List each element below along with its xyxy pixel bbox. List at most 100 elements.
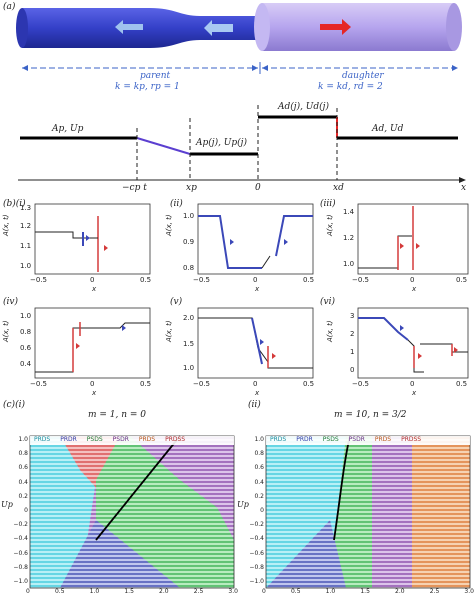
parent-vessel-end bbox=[16, 8, 28, 48]
tick: 3 bbox=[350, 312, 355, 320]
tick: 0.8 bbox=[18, 450, 28, 458]
tick: 0.5 bbox=[303, 380, 315, 388]
tick: 0 bbox=[260, 507, 264, 515]
tick: 0.4 bbox=[20, 360, 32, 368]
tick: 0.6 bbox=[254, 464, 264, 472]
tick: 0.6 bbox=[18, 464, 28, 472]
tick: 1.2 bbox=[20, 222, 32, 230]
tick: 2.0 bbox=[183, 314, 195, 322]
subpanel-ii: (ii) bbox=[170, 199, 183, 209]
tick: 3.0 bbox=[228, 588, 238, 595]
schematic-top-label: Ad(j), Ud(j) bbox=[278, 102, 329, 112]
tick: −0.4 bbox=[13, 535, 28, 543]
xlabel: x bbox=[92, 389, 97, 397]
tick: 0 bbox=[410, 380, 415, 388]
xlabel: x bbox=[255, 285, 260, 293]
tick: 0 bbox=[253, 276, 258, 284]
left-flow-arrow bbox=[115, 20, 143, 34]
right-legend: PRDS PRDR PSDS PSDR PRDS PRDSS bbox=[270, 436, 470, 443]
tick: 2.0 bbox=[159, 588, 169, 595]
tick: 1.0 bbox=[325, 588, 336, 595]
legend-item: PRDS bbox=[138, 436, 156, 443]
left-title: m = 1, n = 0 bbox=[88, 410, 147, 420]
parent-vessel bbox=[22, 8, 265, 48]
legend-item: PRDS bbox=[374, 436, 392, 443]
tick: 0.2 bbox=[18, 492, 28, 500]
parent-label: parent bbox=[140, 71, 171, 81]
tick-zero: 0 bbox=[255, 183, 261, 193]
tick: 0 bbox=[90, 380, 95, 388]
phase-diagrams bbox=[29, 435, 471, 589]
right-xticks: 0 0.5 1.0 1.5 2.0 2.5 3.0 bbox=[262, 588, 474, 595]
legend-item: PSDS bbox=[322, 436, 339, 443]
daughter-vessel-end bbox=[446, 3, 462, 51]
tick: 1.0 bbox=[20, 262, 32, 270]
tick: 0 bbox=[24, 507, 28, 515]
ylabel-v: A(x, t) bbox=[165, 320, 173, 342]
legend-item: PRDSS bbox=[165, 436, 186, 443]
tick: 0.5 bbox=[140, 380, 152, 388]
legend-item: PRDR bbox=[60, 436, 77, 443]
tick: 0.5 bbox=[456, 276, 468, 284]
right-ylabel: Up bbox=[237, 500, 249, 509]
parent-params: k = kp, rp = 1 bbox=[115, 82, 180, 92]
tick: 0.5 bbox=[140, 276, 152, 284]
tick: −0.5 bbox=[193, 380, 210, 388]
tick: 0.5 bbox=[290, 588, 301, 595]
tick: −0.5 bbox=[30, 380, 47, 388]
schematic-right-label: Ad, Ud bbox=[372, 124, 404, 134]
legend-item: PRDS bbox=[270, 436, 287, 443]
tick: 1.0 bbox=[18, 436, 28, 443]
panel-label-b: (b)(i) bbox=[3, 199, 26, 209]
tick: −0.2 bbox=[249, 521, 264, 529]
tick: 0.5 bbox=[54, 588, 65, 595]
ylabel-vi: A(x, t) bbox=[326, 320, 334, 342]
tick: 0 bbox=[410, 276, 415, 284]
tick: 0 bbox=[90, 276, 95, 284]
panel-label-c: (c)(i) bbox=[3, 400, 25, 410]
ylabel-iv: A(x, t) bbox=[2, 320, 10, 342]
subpanel-c-ii: (ii) bbox=[248, 400, 261, 410]
tick: 1.2 bbox=[343, 234, 355, 242]
tick: 1.0 bbox=[183, 364, 195, 372]
tick: 0.5 bbox=[456, 380, 468, 388]
legend-item: PRDR bbox=[296, 436, 313, 443]
tick-cpt: −cp t bbox=[122, 183, 147, 193]
tick: 0.8 bbox=[254, 450, 264, 458]
legend-item: PSDS bbox=[86, 436, 103, 443]
tick: 0.9 bbox=[183, 238, 195, 246]
tick: 1.1 bbox=[20, 242, 32, 250]
left-ylabel: Up bbox=[1, 500, 13, 509]
tick: 0.4 bbox=[18, 478, 28, 486]
subpanel-iv: (iv) bbox=[3, 297, 18, 307]
tick: 1.0 bbox=[20, 312, 32, 320]
mid-flow-arrow bbox=[204, 20, 233, 36]
legend-item: PRDSS bbox=[401, 436, 422, 443]
tick: 1 bbox=[350, 348, 355, 356]
ylabel-iii: A(x, t) bbox=[326, 214, 334, 236]
tick: 1.0 bbox=[343, 260, 355, 268]
tick: −1.0 bbox=[13, 578, 28, 586]
tick: 0 bbox=[262, 588, 266, 595]
subpanel-iii: (iii) bbox=[320, 199, 336, 209]
tick: 0.5 bbox=[303, 276, 315, 284]
tick-xd: xd bbox=[333, 183, 344, 193]
tick: −0.8 bbox=[249, 563, 264, 571]
tick: 2.0 bbox=[395, 588, 405, 595]
tick: −0.5 bbox=[352, 276, 369, 284]
tick: 1.5 bbox=[183, 340, 195, 348]
right-title: m = 10, n = 3/2 bbox=[334, 410, 407, 420]
tick: −0.2 bbox=[13, 521, 28, 529]
tick: 1.3 bbox=[20, 204, 32, 212]
panel-label-a: (a) bbox=[3, 2, 16, 12]
small-plots bbox=[34, 203, 469, 379]
daughter-params: k = kd, rd = 2 bbox=[318, 82, 383, 92]
schematic-mid-label: Ap(j), Up(j) bbox=[196, 138, 247, 148]
tick: 2 bbox=[350, 330, 355, 338]
schematic-xaxis: x bbox=[461, 183, 467, 193]
tick: −0.6 bbox=[13, 549, 28, 557]
tick: −0.5 bbox=[352, 380, 369, 388]
tick: −1.0 bbox=[249, 578, 264, 586]
tick: 0.6 bbox=[20, 344, 32, 352]
tick: 0 bbox=[26, 588, 30, 595]
